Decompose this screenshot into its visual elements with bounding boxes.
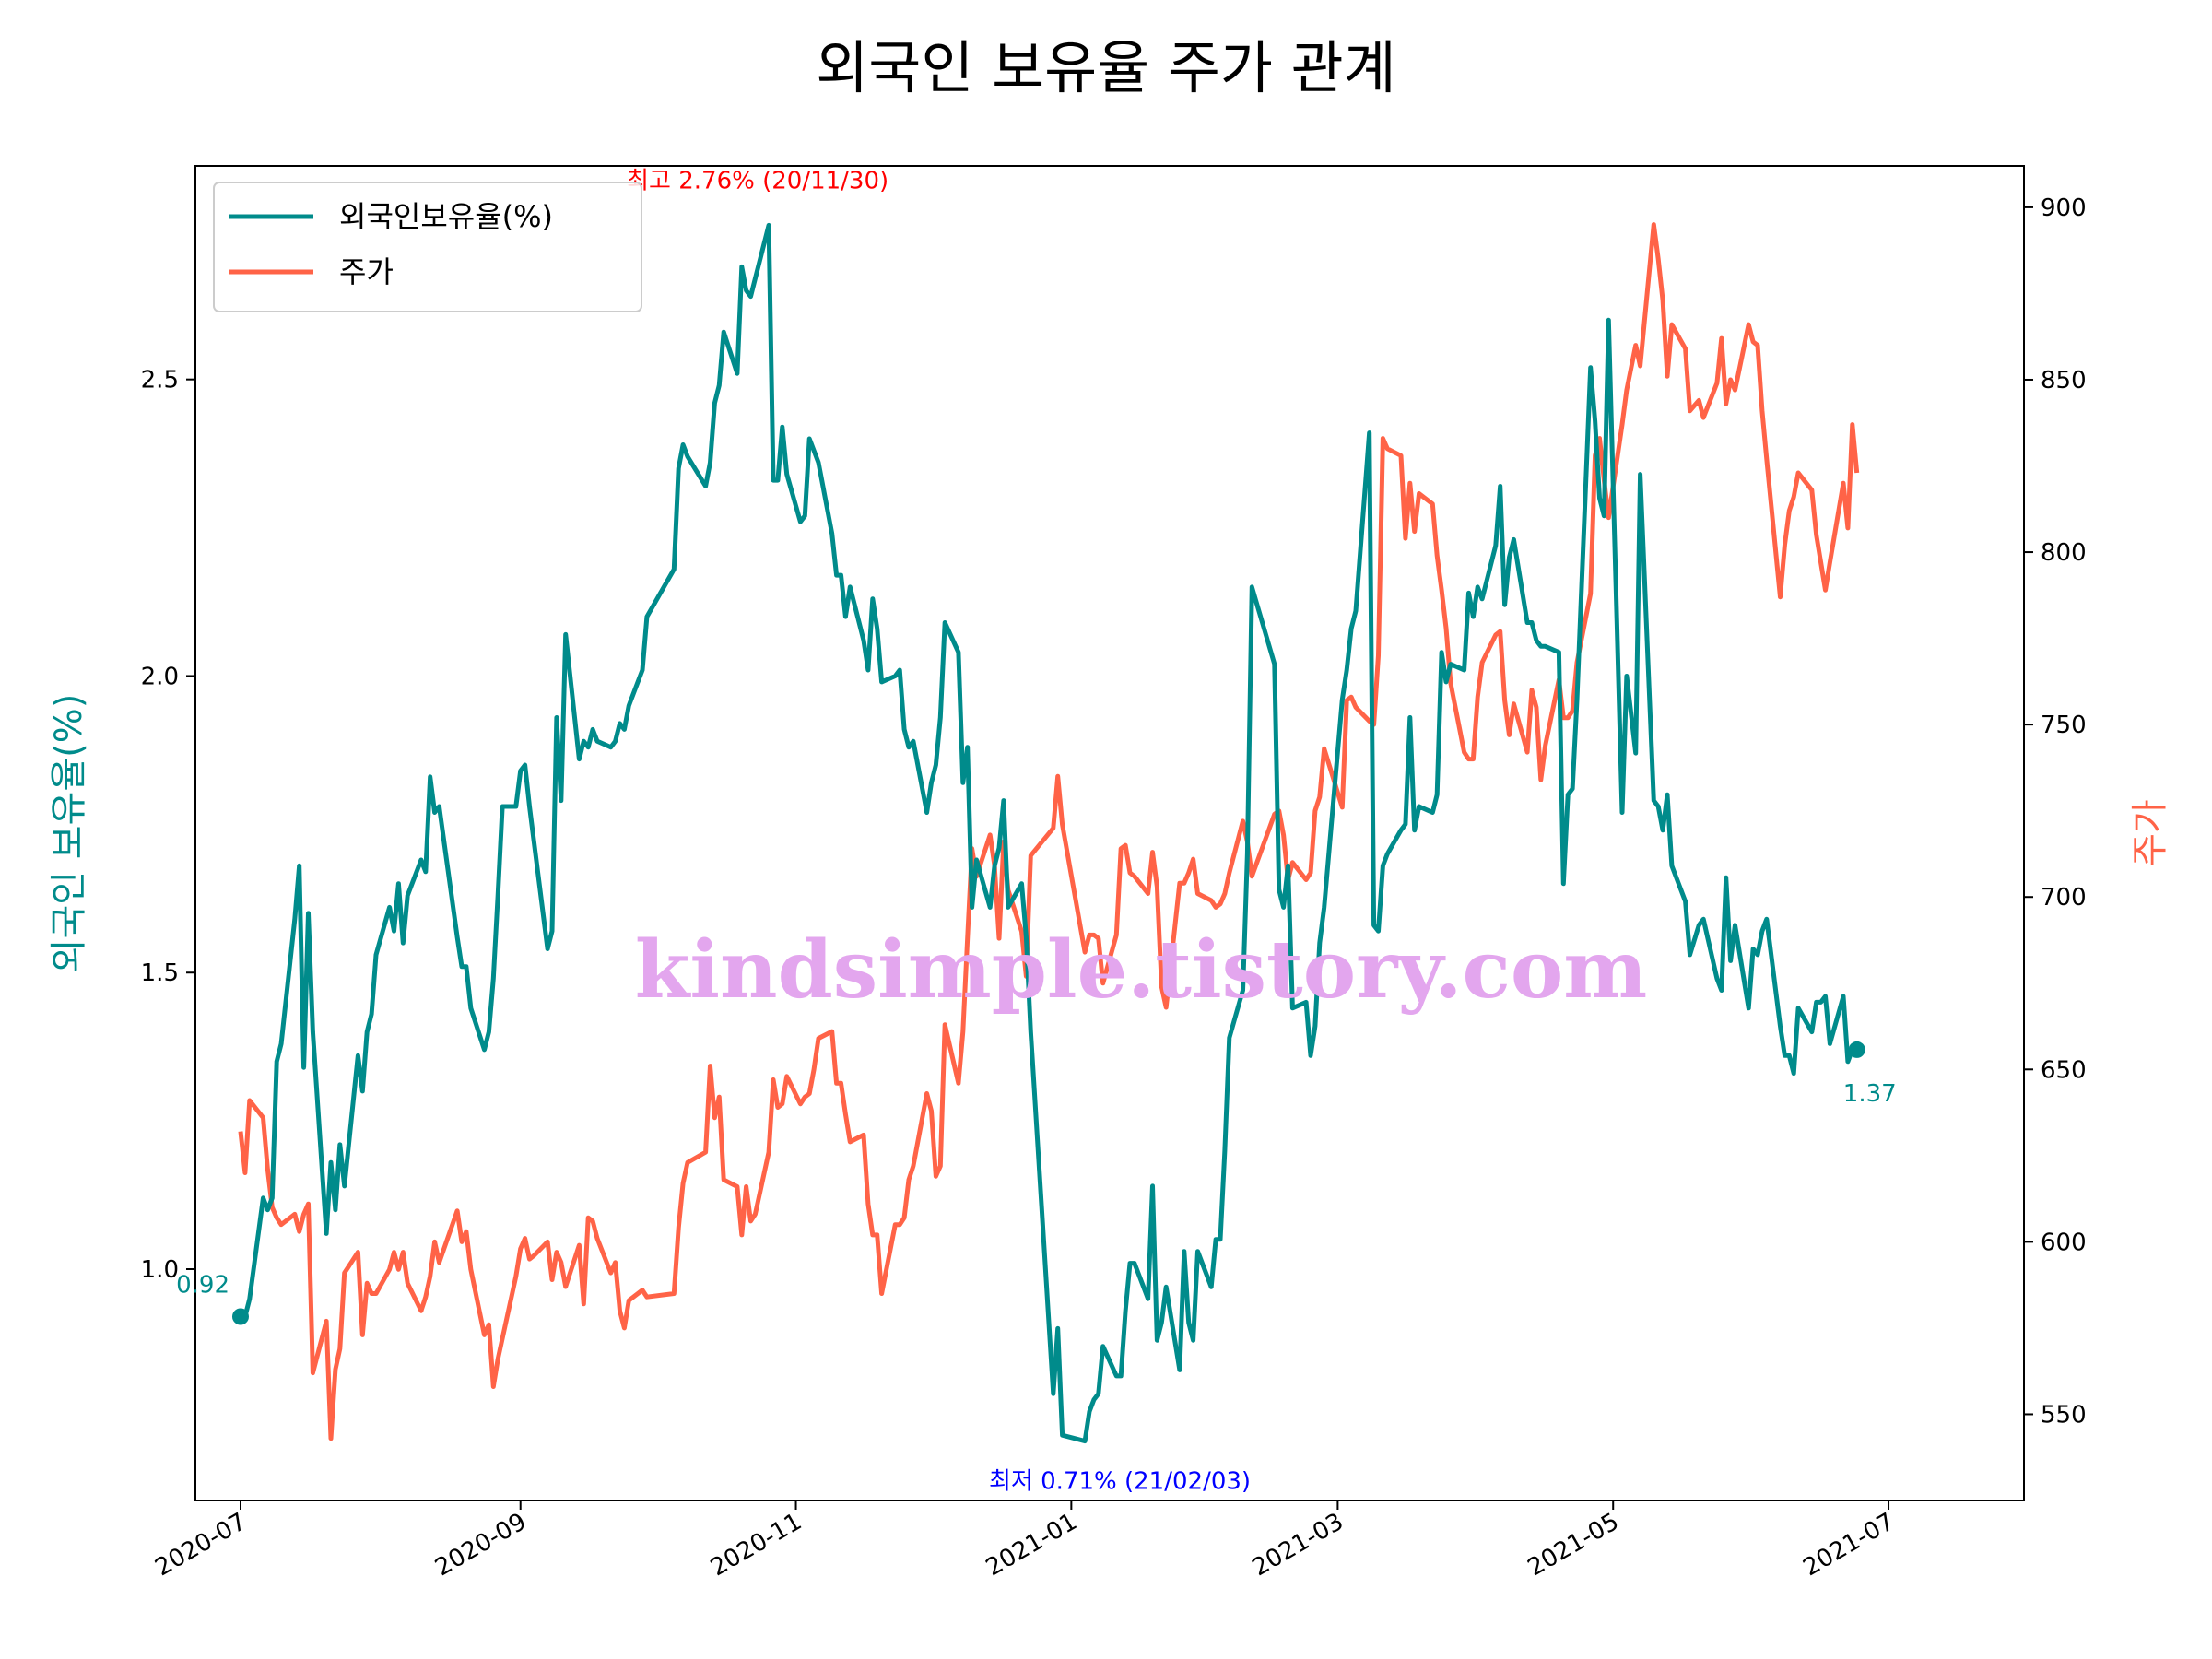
x-tick-label: 2020-07 bbox=[150, 1508, 251, 1582]
marker-last-point bbox=[1848, 1041, 1865, 1058]
series-layer bbox=[238, 222, 1860, 1444]
x-tick-label: 2020-09 bbox=[430, 1508, 531, 1582]
legend-box bbox=[213, 182, 642, 312]
annotations-layer: 0.92 1.37 최고 2.76% (20/11/30) 최저 0.71% (21/… bbox=[176, 167, 1897, 1495]
legend: 외국인보유율(%) 주가 bbox=[213, 182, 642, 312]
y-right-tick-label: 850 bbox=[2041, 367, 2087, 394]
series-line-ratio bbox=[241, 222, 1857, 1444]
x-tick-label: 2021-07 bbox=[1798, 1508, 1899, 1582]
label-first-value: 0.92 bbox=[176, 1271, 229, 1299]
watermark-text: kindsimple.tistory.com bbox=[635, 924, 1647, 1017]
plot-area bbox=[194, 165, 2025, 1501]
x-tick-label: 2021-01 bbox=[982, 1508, 1082, 1582]
y-right-tick-label: 800 bbox=[2041, 539, 2087, 567]
series-line-price bbox=[238, 222, 1860, 1441]
x-tick-label: 2020-11 bbox=[706, 1508, 806, 1582]
x-tick-label: 2021-05 bbox=[1524, 1508, 1624, 1582]
label-last-value: 1.37 bbox=[1843, 1080, 1897, 1108]
x-tick-label: 2021-03 bbox=[1248, 1508, 1348, 1582]
y-right-tick-label: 700 bbox=[2041, 884, 2087, 912]
y-axis-left-label: 외국인 보유율(%) bbox=[48, 694, 90, 973]
y-right-tick-label: 550 bbox=[2041, 1401, 2087, 1429]
y-right-tick-label: 750 bbox=[2041, 712, 2087, 739]
y-left-tick-label: 1.5 bbox=[141, 959, 179, 987]
y-left-tick-label: 2.0 bbox=[141, 663, 179, 690]
y-right-tick-label: 650 bbox=[2041, 1056, 2087, 1084]
y-right-tick-label: 900 bbox=[2041, 194, 2087, 222]
label-max: 최고 2.76% (20/11/30) bbox=[627, 167, 888, 194]
legend-label-price: 주가 bbox=[339, 254, 394, 289]
legend-label-ratio: 외국인보유율(%) bbox=[339, 199, 553, 234]
plot-frame bbox=[194, 165, 2025, 1501]
y-axis-right-label: 주가 bbox=[2129, 799, 2171, 867]
y-right-tick-label: 600 bbox=[2041, 1229, 2087, 1256]
y-left-tick-label: 1.0 bbox=[141, 1256, 179, 1284]
y-left-tick-label: 2.5 bbox=[141, 367, 179, 394]
chart-title: 외국인 보유율 주가 관계 bbox=[816, 34, 1396, 101]
label-min: 최저 0.71% (21/02/03) bbox=[989, 1468, 1251, 1496]
marker-first-point bbox=[231, 1308, 249, 1325]
